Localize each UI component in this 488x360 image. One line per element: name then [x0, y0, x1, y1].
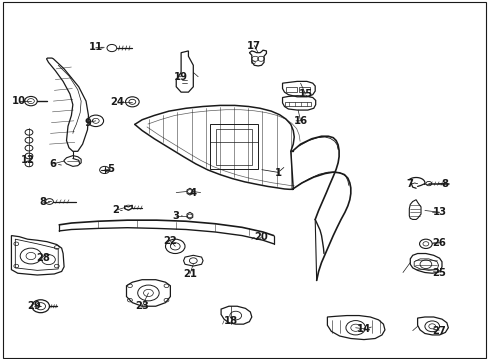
Text: 10: 10 [12, 96, 26, 106]
Bar [216, 129, 252, 165]
Text: 3: 3 [172, 211, 179, 221]
Text: 8: 8 [40, 197, 46, 207]
Text: 8: 8 [440, 179, 447, 189]
Text: 1: 1 [275, 168, 282, 178]
Text: 17: 17 [247, 41, 261, 50]
Text: 19: 19 [174, 72, 188, 82]
Text: 22: 22 [163, 236, 177, 246]
Text: 7: 7 [406, 179, 413, 189]
Text: 20: 20 [254, 232, 268, 242]
Text: 18: 18 [224, 316, 238, 325]
Text: 4: 4 [189, 188, 197, 198]
Text: 16: 16 [293, 116, 307, 126]
Text: 14: 14 [356, 324, 370, 334]
Text: 26: 26 [432, 238, 446, 248]
Text: 28: 28 [37, 253, 50, 263]
Text: 13: 13 [432, 207, 446, 217]
Text: 25: 25 [432, 267, 446, 278]
Text: 6: 6 [50, 159, 57, 169]
Text: 24: 24 [110, 97, 124, 107]
Text: 9: 9 [84, 118, 91, 128]
Text: 21: 21 [183, 269, 197, 279]
Text: 11: 11 [88, 42, 102, 52]
Text: 23: 23 [135, 301, 149, 311]
Text: 5: 5 [107, 164, 114, 174]
Bar [210, 125, 258, 169]
Bar [285, 87, 296, 92]
Text: 2: 2 [112, 206, 119, 216]
Text: 15: 15 [298, 89, 312, 99]
Text: 12: 12 [20, 155, 35, 165]
Bar [285, 102, 310, 107]
Bar [299, 87, 309, 92]
Text: 27: 27 [432, 325, 446, 336]
Text: 29: 29 [27, 301, 41, 311]
